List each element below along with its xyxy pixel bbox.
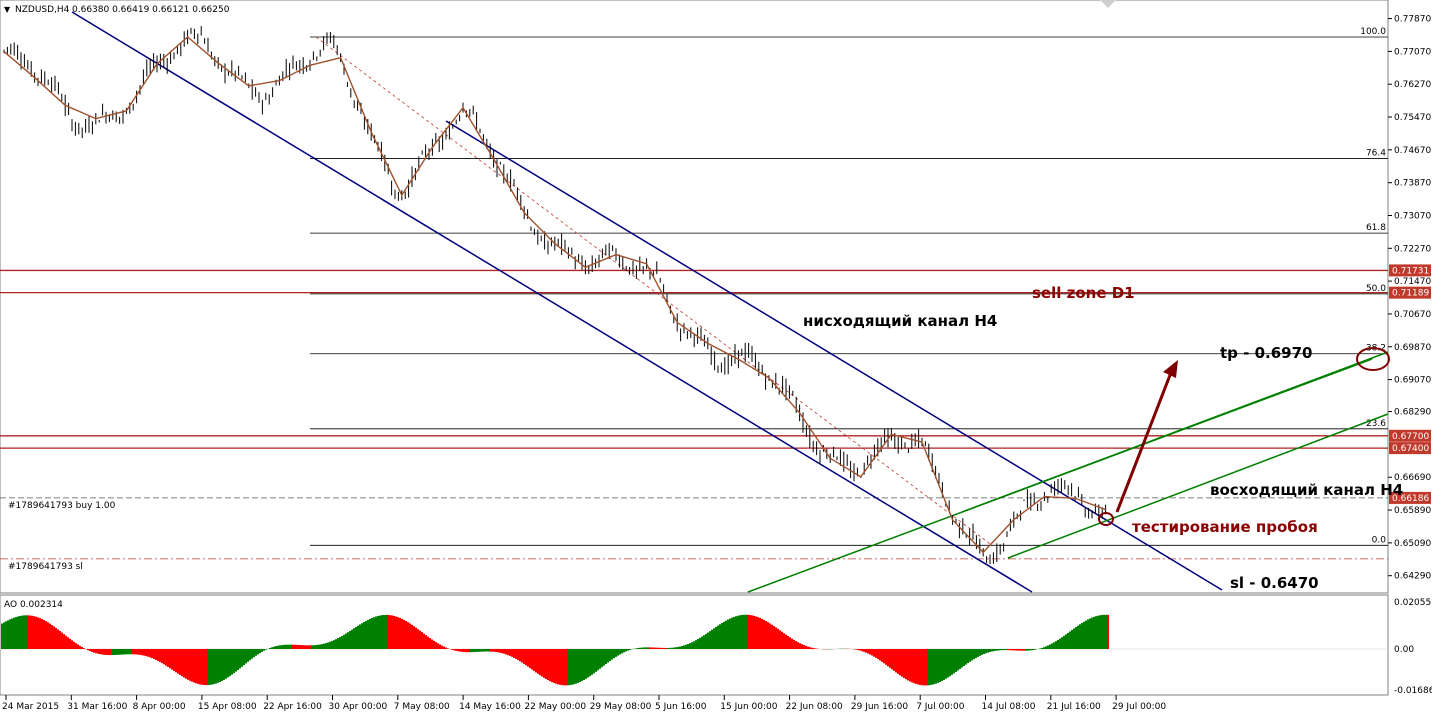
price-tag-label: 0.66186 (1392, 494, 1429, 504)
price-tag[interactable] (1389, 491, 1431, 504)
up-channel-label: восходящий канал H4 (1210, 481, 1403, 499)
time-label: 29 May 08:00 (590, 702, 652, 712)
time-label: 21 Jul 16:00 (1047, 702, 1101, 712)
price-label: 0.70670 (1394, 310, 1431, 320)
fibo-label: 50.0 (1366, 284, 1386, 294)
price-label: 0.65890 (1394, 506, 1431, 516)
arrow-head-icon (1163, 360, 1178, 378)
price-label: 0.74670 (1394, 146, 1431, 156)
price-label: 0.64290 (1394, 572, 1431, 582)
down-channel-lower[interactable] (71, 11, 1033, 593)
time-label: 30 Apr 00:00 (329, 702, 388, 712)
zigzag-line (3, 35, 1106, 554)
time-label: 22 May 00:00 (524, 702, 586, 712)
target-circle[interactable] (1356, 347, 1390, 371)
fibo-label: 0.0 (1372, 535, 1387, 545)
price-tag[interactable] (1389, 286, 1431, 299)
fibo-label: 61.8 (1366, 223, 1386, 233)
price-label: 0.73070 (1394, 211, 1431, 221)
time-label: 8 Apr 00:00 (133, 702, 186, 712)
price-label: 0.68290 (1394, 408, 1431, 418)
down-channel-upper[interactable] (445, 120, 1223, 591)
zigzag-indicator (3, 35, 1106, 554)
scroll-marker-icon[interactable] (1100, 0, 1116, 8)
awesome-oscillator (0, 614, 1388, 686)
horizontal-levels[interactable] (0, 269, 1388, 560)
price-label: 0.77070 (1394, 47, 1431, 57)
price-tag-label: 0.67400 (1392, 444, 1429, 454)
breakout-circle[interactable] (1098, 512, 1114, 526)
ohlc-values: 0.66380 0.66419 0.66121 0.66250 (72, 5, 230, 15)
price-label: 0.69870 (1394, 343, 1431, 353)
price-label: 0.65090 (1394, 539, 1431, 549)
tp-label: tp - 0.6970 (1220, 344, 1312, 362)
ao-axis-label: 0.020553 (1394, 598, 1432, 608)
time-label: 15 Jun 00:00 (720, 702, 777, 712)
time-label: 7 May 08:00 (394, 702, 450, 712)
test-label: тестирование пробоя (1132, 518, 1318, 536)
price-label: 0.76270 (1394, 80, 1431, 90)
price-tag-label: 0.67700 (1392, 432, 1429, 442)
price-label: 0.71470 (1394, 277, 1431, 287)
price-tag[interactable] (1389, 442, 1431, 455)
time-label: 5 Jun 16:00 (655, 702, 707, 712)
price-tag[interactable] (1389, 264, 1431, 277)
buy-order-label[interactable]: #1789641793 buy 1.00 (8, 501, 116, 511)
price-axis: 0.77870 0.77070 0.76270 0.75470 0.74670 0.738… (1388, 15, 1432, 696)
price-label: 0.69070 (1394, 376, 1431, 386)
ao-header: AO 0.002314 (4, 600, 63, 610)
price-label: 0.77870 (1394, 15, 1431, 25)
sl-order-label[interactable]: #1789641793 sl (8, 562, 83, 572)
time-label: 15 Apr 08:00 (198, 702, 257, 712)
trend-channels[interactable] (71, 11, 1389, 593)
fibo-diagonal[interactable] (315, 36, 993, 546)
time-label: 14 May 16:00 (459, 702, 521, 712)
time-label: 22 Jun 08:00 (786, 702, 843, 712)
ao-axis-label: 0.00 (1394, 645, 1414, 655)
fibo-label: 76.4 (1366, 148, 1386, 158)
fibo-label: 23.6 (1366, 419, 1386, 429)
sell-zone-label: sell zone D1 (1032, 284, 1135, 302)
sl-label: sl - 0.6470 (1230, 574, 1319, 592)
main-plot-frame (0, 0, 1389, 594)
time-label: 24 Mar 2015 (2, 702, 59, 712)
ao-axis-label: -0.016864 (1394, 686, 1432, 696)
price-label: 0.75470 (1394, 113, 1431, 123)
price-tag-label: 0.71731 (1392, 266, 1429, 276)
time-axis: 24 Mar 2015 31 Mar 16:00 8 Apr 00:00 15 Apr… (2, 695, 1166, 712)
header-arrow-icon[interactable]: ▼ (4, 5, 11, 14)
price-tag-label: 0.71189 (1392, 289, 1429, 299)
up-channel-upper[interactable] (1007, 413, 1389, 559)
fibonacci-retracement[interactable]: 100.076.461.850.038.223.60.0 (310, 27, 1388, 546)
time-label: 22 Apr 16:00 (263, 702, 322, 712)
time-label: 31 Mar 16:00 (67, 702, 127, 712)
fibo-label: 100.0 (1360, 27, 1386, 37)
time-label: 7 Jul 00:00 (916, 702, 965, 712)
time-label: 29 Jun 16:00 (851, 702, 908, 712)
time-label: 14 Jul 08:00 (982, 702, 1036, 712)
price-label: 0.72270 (1394, 244, 1431, 254)
down-channel-label: нисходящий канал H4 (803, 312, 997, 330)
up-channel-mid[interactable] (961, 351, 1389, 513)
price-label: 0.66690 (1394, 473, 1431, 483)
symbol-label: NZDUSD,H4 (15, 5, 70, 15)
price-tag[interactable] (1389, 429, 1431, 442)
price-label: 0.73870 (1394, 179, 1431, 189)
time-label: 29 Jul 00:00 (1112, 702, 1166, 712)
target-arrow[interactable] (1115, 369, 1174, 513)
